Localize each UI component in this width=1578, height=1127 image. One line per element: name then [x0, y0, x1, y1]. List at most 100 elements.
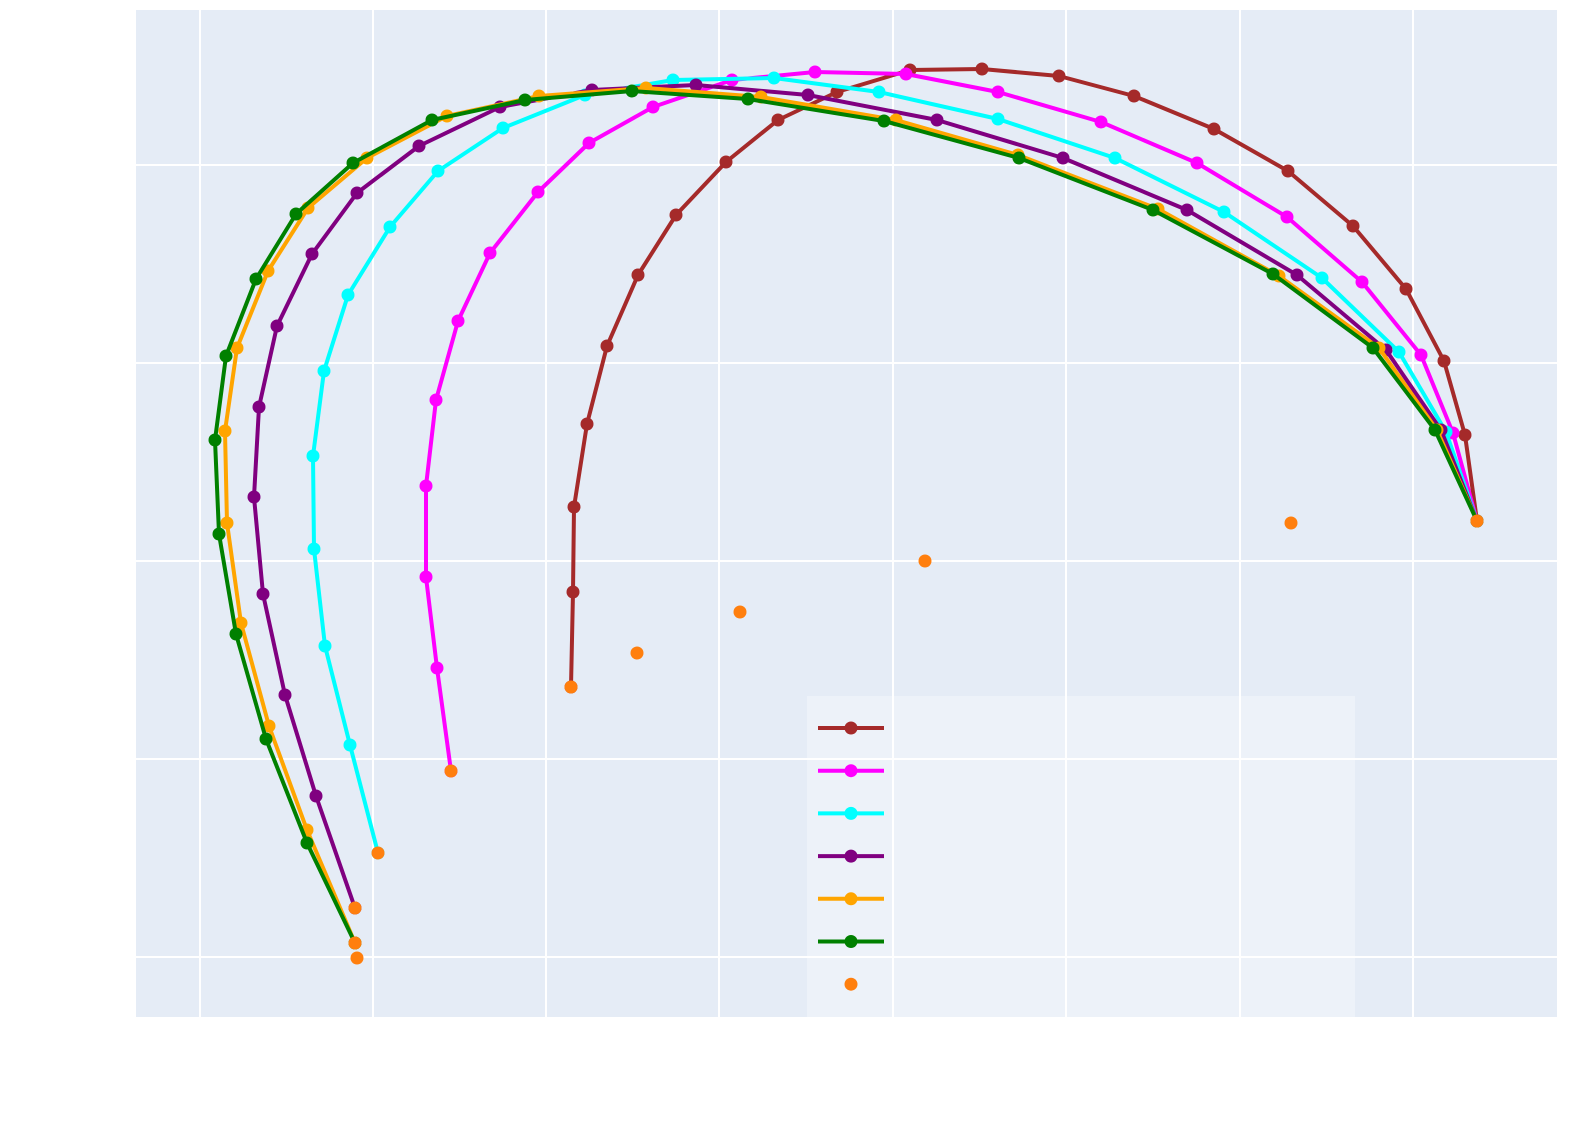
marker — [666, 73, 680, 87]
legend-marker — [844, 892, 858, 906]
marker — [600, 339, 614, 353]
marker — [220, 516, 234, 530]
marker — [767, 71, 781, 85]
marker — [1266, 267, 1280, 281]
marker — [278, 688, 292, 702]
marker — [564, 680, 578, 694]
legend-marker — [844, 806, 858, 820]
marker — [341, 288, 355, 302]
marker — [1437, 354, 1451, 368]
marker — [531, 185, 545, 199]
marker — [1052, 69, 1066, 83]
legend — [807, 696, 1355, 1017]
marker — [1127, 89, 1141, 103]
marker — [289, 207, 303, 221]
marker — [1414, 348, 1428, 362]
marker — [801, 88, 815, 102]
marker — [930, 113, 944, 127]
marker — [582, 136, 596, 150]
legend-marker — [844, 977, 858, 991]
marker — [234, 616, 248, 630]
marker — [991, 112, 1005, 126]
marker — [1458, 428, 1472, 442]
marker — [631, 268, 645, 282]
marker — [259, 732, 273, 746]
marker — [496, 121, 510, 135]
marker — [1284, 516, 1298, 530]
marker — [430, 661, 444, 675]
legend-marker — [844, 849, 858, 863]
marker — [249, 272, 263, 286]
marker — [1207, 122, 1221, 136]
marker — [771, 113, 785, 127]
marker — [1392, 345, 1406, 359]
marker — [208, 433, 222, 447]
marker — [808, 65, 822, 79]
marker — [350, 951, 364, 965]
marker — [669, 208, 683, 222]
marker — [219, 349, 233, 363]
marker — [1399, 282, 1413, 296]
marker — [262, 719, 276, 733]
marker — [383, 220, 397, 234]
marker — [1346, 219, 1360, 233]
marker — [252, 400, 266, 414]
marker — [741, 92, 755, 106]
marker — [350, 186, 364, 200]
marker — [625, 84, 639, 98]
marker — [343, 738, 357, 752]
marker — [306, 449, 320, 463]
marker — [975, 62, 989, 76]
marker — [1281, 164, 1295, 178]
marker — [630, 646, 644, 660]
marker — [270, 319, 284, 333]
marker — [412, 139, 426, 153]
marker — [348, 901, 362, 915]
marker — [348, 936, 362, 950]
marker — [483, 246, 497, 260]
marker — [518, 93, 532, 107]
marker — [1355, 275, 1369, 289]
marker — [1108, 151, 1122, 165]
marker — [218, 424, 232, 438]
marker — [305, 247, 319, 261]
marker — [1012, 151, 1026, 165]
marker — [1217, 205, 1231, 219]
marker — [431, 164, 445, 178]
marker — [247, 490, 261, 504]
marker — [300, 836, 314, 850]
marker — [689, 78, 703, 92]
marker — [733, 605, 747, 619]
marker — [309, 789, 323, 803]
marker — [646, 100, 660, 114]
marker — [1366, 341, 1380, 355]
marker — [1094, 115, 1108, 129]
marker — [1280, 210, 1294, 224]
marker — [918, 554, 932, 568]
marker — [566, 585, 580, 599]
marker — [1428, 423, 1442, 437]
marker — [991, 85, 1005, 99]
marker — [1470, 514, 1484, 528]
marker — [1290, 268, 1304, 282]
legend-marker — [844, 935, 858, 948]
marker — [307, 542, 321, 556]
marker — [451, 314, 465, 328]
marker — [346, 156, 360, 170]
marker — [1190, 156, 1204, 170]
marker — [212, 527, 226, 541]
marker — [719, 155, 733, 169]
marker — [425, 113, 439, 127]
marker — [256, 587, 270, 601]
marker — [1180, 203, 1194, 217]
marker — [318, 639, 332, 653]
marker — [1146, 203, 1160, 217]
marker — [429, 393, 443, 407]
marker — [1315, 271, 1329, 285]
legend-marker — [844, 721, 858, 735]
marker — [229, 627, 243, 641]
marker — [1056, 151, 1070, 165]
marker — [419, 479, 433, 493]
marker — [317, 364, 331, 378]
